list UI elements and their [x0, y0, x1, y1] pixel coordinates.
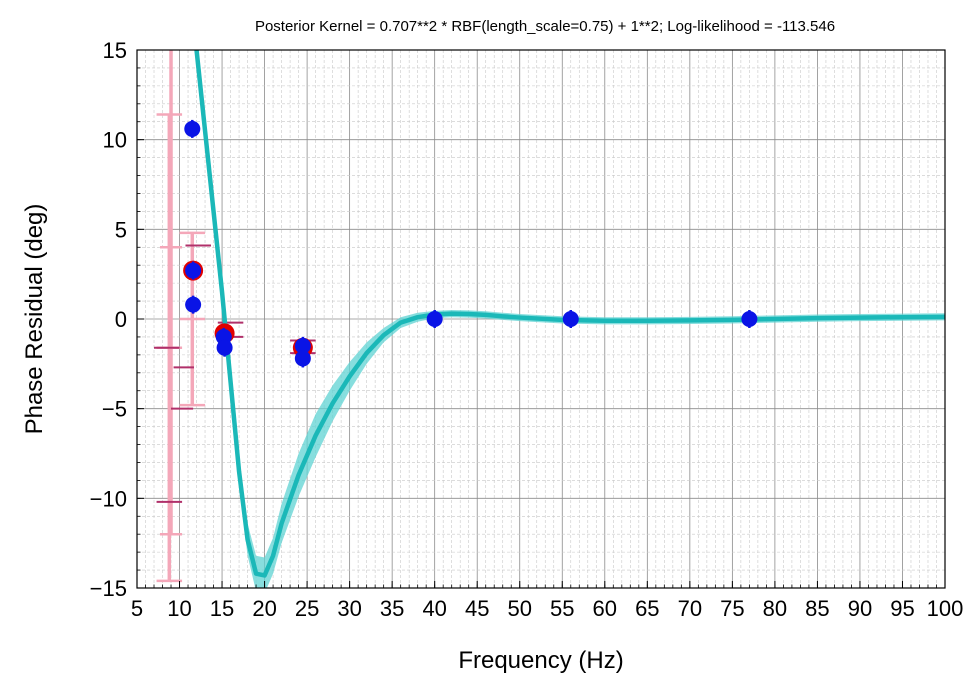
x-tick-label: 75	[720, 596, 744, 621]
chart-title: Posterior Kernel = 0.707**2 * RBF(length…	[255, 18, 835, 35]
x-tick-label: 60	[593, 596, 617, 621]
y-tick-label: 5	[115, 217, 127, 242]
x-tick-label: 85	[805, 596, 829, 621]
y-tick-label: 0	[115, 307, 127, 332]
x-tick-label: 65	[635, 596, 659, 621]
x-tick-label: 40	[422, 596, 446, 621]
x-tick-label: 5	[131, 596, 143, 621]
fit-line	[194, 50, 945, 578]
fit-line-path	[194, 50, 945, 578]
y-tick-label: 15	[103, 38, 127, 63]
x-tick-label: 70	[678, 596, 702, 621]
x-tick-label: 100	[927, 596, 964, 621]
x-tick-label: 35	[380, 596, 404, 621]
x-tick-label: 55	[550, 596, 574, 621]
y-tick-label: −5	[102, 397, 127, 422]
y-axis-ticks: −15 −10 −5 0 5 10 15	[90, 38, 144, 601]
x-axis-label: Frequency (Hz)	[458, 647, 623, 674]
x-tick-label: 25	[295, 596, 319, 621]
data-point	[741, 311, 758, 327]
data-point	[562, 311, 579, 327]
data-point	[294, 350, 311, 367]
data-point	[185, 296, 202, 313]
x-tick-label: 10	[167, 596, 191, 621]
x-tick-label: 80	[763, 596, 787, 621]
data-points	[183, 119, 758, 368]
x-tick-label: 95	[890, 596, 914, 621]
x-tick-label: 45	[465, 596, 489, 621]
x-tick-label: 90	[848, 596, 872, 621]
data-point	[216, 339, 233, 356]
x-tick-label: 15	[210, 596, 234, 621]
x-tick-label: 30	[337, 596, 361, 621]
x-axis-ticks: 5 10 15 20 25 30 35 40 45 50 55 60 65 70 75 80 85 90 95 100	[131, 581, 963, 621]
y-tick-label: −10	[90, 486, 127, 511]
y-tick-label: −15	[90, 576, 127, 601]
y-tick-label: 10	[103, 128, 127, 153]
data-point	[426, 311, 443, 327]
data-point	[185, 262, 202, 279]
data-point	[184, 120, 201, 137]
x-tick-label: 50	[507, 596, 531, 621]
x-tick-label: 20	[252, 596, 276, 621]
data-point	[294, 337, 311, 354]
y-axis-label: Phase Residual (deg)	[21, 204, 48, 435]
